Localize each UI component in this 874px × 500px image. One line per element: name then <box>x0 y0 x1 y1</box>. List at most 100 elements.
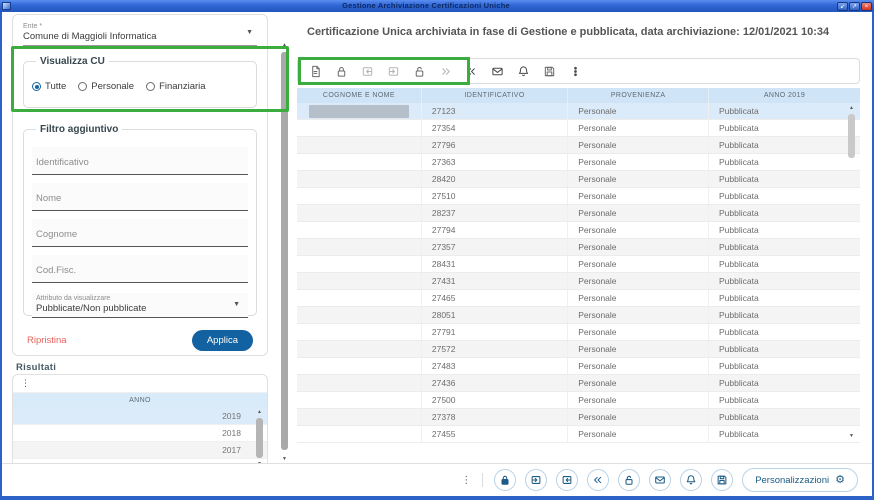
radio-tutte[interactable] <box>32 82 41 91</box>
mail-button[interactable] <box>649 469 672 491</box>
identificativo-field[interactable] <box>32 147 248 175</box>
table-row[interactable]: 27354 Personale Pubblicata <box>297 120 860 137</box>
risultati-rows: 2019 2018 2017 <box>13 408 267 459</box>
table-scrollbar[interactable]: ▲ ▼ <box>847 105 856 439</box>
filtro-aggiuntivo-group: Filtro aggiuntivo Attributo da visualizz… <box>23 124 257 318</box>
save-button[interactable] <box>542 64 556 78</box>
radio-personale[interactable] <box>78 82 88 91</box>
risultati-row[interactable]: 2018 <box>13 425 267 442</box>
bell-button[interactable] <box>516 64 530 78</box>
lock-icon <box>337 66 345 77</box>
rewind-icon <box>466 67 475 75</box>
more-vertical-icon <box>573 66 577 76</box>
table-row[interactable]: 27363 Personale Pubblicata <box>297 154 860 171</box>
file-button[interactable] <box>308 64 322 78</box>
col-provenienza: PROVENIENZA <box>567 88 708 103</box>
mail-button[interactable] <box>490 64 504 78</box>
unlock-icon <box>415 66 423 77</box>
forward-button[interactable] <box>438 64 452 78</box>
unpublish-button[interactable] <box>360 64 374 78</box>
radio-personale-label: Personale <box>91 81 135 92</box>
bell-icon <box>518 65 528 76</box>
sidebar-scrollbar[interactable]: ▲ ▼ <box>280 42 289 462</box>
table-row[interactable]: 27431 Personale Pubblicata <box>297 273 860 290</box>
publish-icon <box>531 476 541 484</box>
risultati-scrollbar[interactable]: ▲ ▼ <box>255 409 264 467</box>
table-row[interactable]: 28237 Personale Pubblicata <box>297 205 860 222</box>
table-row[interactable]: 27455 Personale Pubblicata <box>297 426 860 443</box>
scroll-down-icon[interactable]: ▼ <box>849 433 854 439</box>
radio-finanziaria[interactable] <box>146 82 156 91</box>
scroll-up-icon[interactable]: ▲ <box>257 409 262 415</box>
table-row[interactable]: 27123 Personale Pubblicata <box>297 103 860 120</box>
nome-field[interactable] <box>32 183 248 211</box>
visualizza-cu-group: Visualizza CU Tutte Personale Finanziari… <box>23 56 257 108</box>
table-row[interactable]: 27572 Personale Pubblicata <box>297 341 860 358</box>
table-row[interactable]: 27500 Personale Pubblicata <box>297 392 860 409</box>
scroll-up-icon[interactable]: ▲ <box>849 105 854 111</box>
table-row[interactable]: 28420 Personale Pubblicata <box>297 171 860 188</box>
risultati-row[interactable]: 2019 <box>13 408 267 425</box>
table-row[interactable]: 27794 Personale Pubblicata <box>297 222 860 239</box>
mail-icon <box>491 67 503 75</box>
save-icon <box>717 475 727 485</box>
toolbar-more-button[interactable] <box>568 64 582 78</box>
more-vertical-icon[interactable]: ⋮ <box>21 378 30 388</box>
personalizzazioni-button[interactable]: Personalizzazioni ⚙ <box>742 468 858 492</box>
save-button[interactable] <box>711 469 734 491</box>
table-row[interactable]: 28431 Personale Pubblicata <box>297 256 860 273</box>
table-row[interactable]: 27510 Personale Pubblicata <box>297 188 860 205</box>
chevron-down-icon: ▼ <box>246 29 253 36</box>
col-anno-2019: ANNO 2019 <box>707 88 860 103</box>
scrollbar-thumb[interactable] <box>256 418 263 458</box>
attributo-select[interactable]: Attributo da visualizzare Pubblicate/Non… <box>32 293 248 318</box>
table-header: COGNOME E NOME IDENTIFICATIVO PROVENIENZ… <box>297 88 860 103</box>
table-row[interactable]: 27465 Personale Pubblicata <box>297 290 860 307</box>
unpublish-button[interactable] <box>556 469 579 491</box>
unpublish-icon <box>562 476 572 484</box>
table-row[interactable]: 27791 Personale Pubblicata <box>297 324 860 341</box>
table-row[interactable]: 27796 Personale Pubblicata <box>297 137 860 154</box>
window-title: Gestione Archiviazione Certificazioni Un… <box>342 1 510 10</box>
lock-icon <box>501 475 509 485</box>
certificazioni-table: COGNOME E NOME IDENTIFICATIVO PROVENIENZ… <box>297 88 860 445</box>
gear-icon: ⚙ <box>835 473 845 486</box>
rewind-button[interactable] <box>464 64 478 78</box>
rewind-icon <box>594 476 602 484</box>
unlock-button[interactable] <box>412 64 426 78</box>
page-title: Certificazione Unica archiviata in fase … <box>307 26 830 38</box>
table-row[interactable]: 27483 Personale Pubblicata <box>297 358 860 375</box>
cognome-field[interactable] <box>32 219 248 247</box>
lock-button[interactable] <box>334 64 348 78</box>
risultati-row[interactable]: 2017 <box>13 442 267 459</box>
col-cognome-nome: COGNOME E NOME <box>322 92 395 99</box>
applica-button[interactable]: Applica <box>191 330 253 351</box>
maximize-button[interactable]: ↗ <box>849 1 860 11</box>
minimize-button[interactable]: ↙ <box>837 1 848 11</box>
rewind-button[interactable] <box>587 469 610 491</box>
publish-button[interactable] <box>386 64 400 78</box>
table-row[interactable]: 27357 Personale Pubblicata <box>297 239 860 256</box>
ripristina-link[interactable]: Ripristina <box>27 335 67 346</box>
window-content: Ente * Comune di Maggioli Informatica ▼ … <box>2 12 872 496</box>
title-bar: Gestione Archiviazione Certificazioni Un… <box>0 0 874 12</box>
table-row[interactable]: 27378 Personale Pubblicata <box>297 409 860 426</box>
more-vertical-icon[interactable]: ⋮ <box>461 474 472 486</box>
scroll-down-icon[interactable]: ▼ <box>282 456 287 462</box>
ente-select[interactable]: Ente * Comune di Maggioli Informatica ▼ <box>23 23 257 46</box>
app-icon <box>2 2 11 10</box>
codfisc-field[interactable] <box>32 255 248 283</box>
close-button[interactable]: × <box>861 1 872 11</box>
unlock-button[interactable] <box>618 469 641 491</box>
lock-button[interactable] <box>494 469 517 491</box>
publish-button[interactable] <box>525 469 548 491</box>
scrollbar-thumb[interactable] <box>848 114 855 158</box>
table-row[interactable]: 27436 Personale Pubblicata <box>297 375 860 392</box>
table-row[interactable]: 28051 Personale Pubblicata <box>297 307 860 324</box>
bell-button[interactable] <box>680 469 703 491</box>
scrollbar-thumb[interactable] <box>281 52 288 450</box>
mail-icon <box>655 476 665 484</box>
scroll-up-icon[interactable]: ▲ <box>282 42 287 48</box>
risultati-title: Risultati <box>16 362 57 373</box>
